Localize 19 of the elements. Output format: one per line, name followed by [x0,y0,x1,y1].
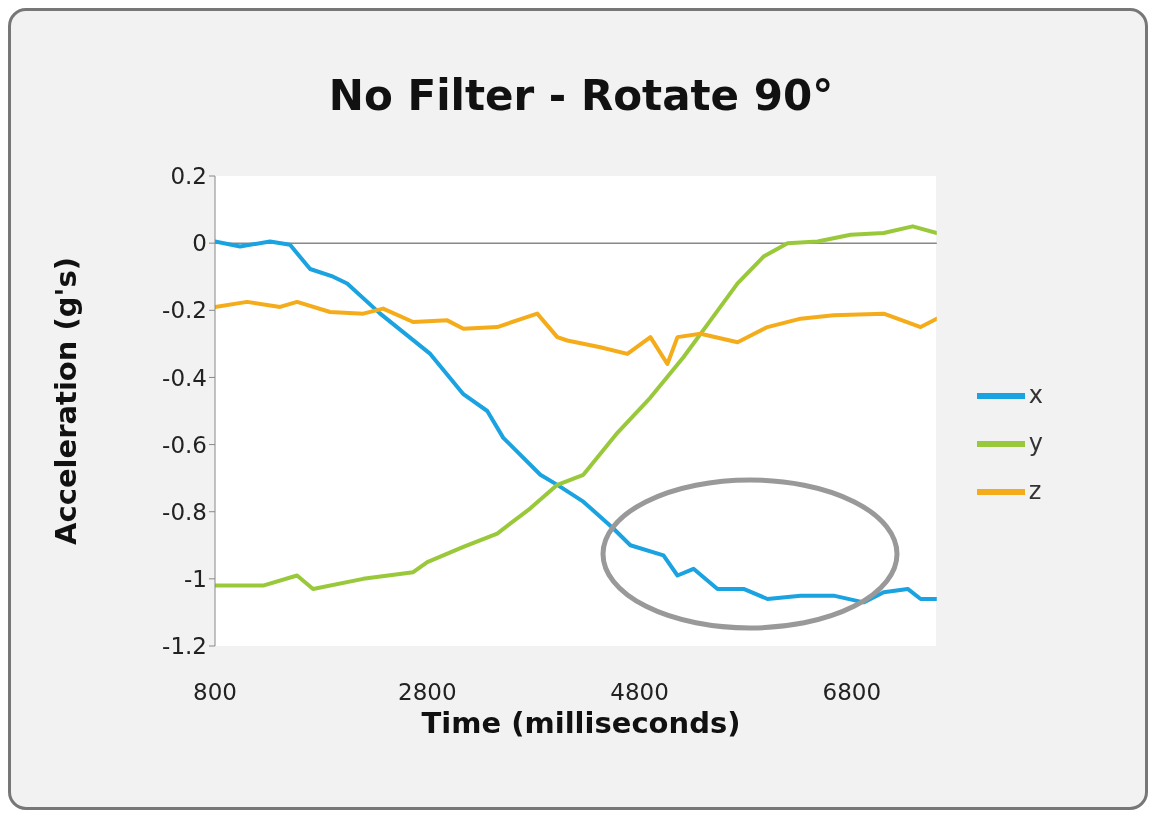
legend-label: x [1028,380,1043,409]
legend-label: z [1028,476,1042,505]
x-tick-label: 2800 [398,679,457,706]
y-tick-label: -0.2 [162,297,207,324]
y-tick-label: -0.6 [162,431,207,458]
y-tick-label: -0.8 [162,498,207,525]
chart-title: No Filter - Rotate 90° [327,71,835,120]
line-series [215,299,937,366]
y-tick-label: -0.4 [162,364,207,391]
x-tick-label: 800 [193,679,237,706]
x-axis-title: Time (milliseconds) [420,706,742,740]
y-axis-title: Acceleration (g's) [49,257,83,545]
x-tick-label: 6800 [822,679,882,706]
y-tick-label: -1.2 [162,633,207,660]
y-tick-label: 0 [192,230,207,257]
legend-label: y [1028,428,1043,457]
x-tick-label: 4800 [610,679,669,706]
y-tick-label: -1 [184,566,207,593]
y-tick-label: 0.2 [170,163,207,190]
